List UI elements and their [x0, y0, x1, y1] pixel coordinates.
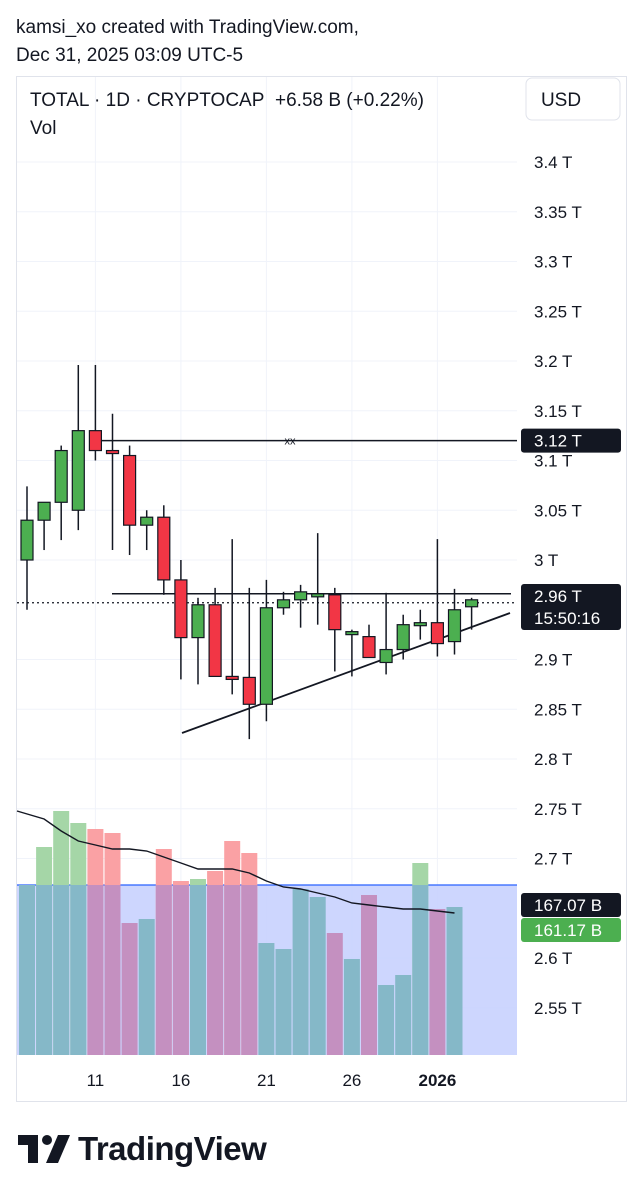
volume-bar: [429, 909, 446, 1055]
resistance-price-tag: 3.12 T: [534, 432, 582, 451]
candle-down[interactable]: [242, 676, 256, 705]
candle-up[interactable]: [345, 631, 359, 636]
volume-bar-lower: [207, 885, 224, 1055]
x-tick-label: 21: [257, 1071, 276, 1090]
currency-button[interactable]: [525, 77, 621, 121]
volume-bar: [292, 889, 309, 1055]
candle-down[interactable]: [157, 516, 171, 581]
legend-symbol: TOTAL · 1D · CRYPTOCAP: [30, 90, 264, 111]
volume-bar-lower: [241, 885, 258, 1055]
legend-change: +6.58 B (+0.22%): [275, 90, 424, 111]
bar-countdown: 15:50:16: [534, 609, 600, 628]
candle-down[interactable]: [328, 594, 342, 631]
y-tick-label: 3.35 T: [534, 203, 582, 222]
y-tick-label: 3.15 T: [534, 402, 582, 421]
currency-button-label: USD: [541, 90, 581, 111]
x-tick-label: 16: [171, 1071, 190, 1090]
candle-down[interactable]: [105, 449, 120, 455]
y-tick-label: 3.1 T: [534, 452, 572, 471]
volume-bar: [138, 919, 155, 1055]
candle-up[interactable]: [259, 607, 273, 705]
legend-volume: Vol: [30, 118, 56, 139]
y-tick-label: 2.9 T: [534, 651, 572, 670]
candle-up[interactable]: [294, 591, 308, 601]
volume-bar: [395, 975, 412, 1055]
x-tick-label: 2026: [418, 1071, 456, 1090]
volume-bar-lower: [87, 885, 104, 1055]
volume-bar-lower: [70, 885, 87, 1055]
chart-timestamp: Dec 31, 2025 03:09 UTC-5: [16, 45, 244, 66]
y-tick-label: 3.25 T: [534, 302, 582, 321]
resistance-line-label: xx: [285, 436, 297, 448]
candle-down[interactable]: [225, 675, 239, 681]
candle-up[interactable]: [71, 430, 85, 511]
y-tick-label: 2.6 T: [534, 949, 572, 968]
tradingview-logo-icon: [18, 1135, 70, 1163]
candle-up[interactable]: [311, 593, 325, 598]
y-tick-label: 3.3 T: [534, 253, 572, 272]
candle-down[interactable]: [362, 636, 376, 659]
volume-bar-lower: [412, 885, 429, 1055]
volume-bar-lower: [190, 885, 206, 1055]
volume-bar-lower: [155, 885, 172, 1055]
candle-up[interactable]: [37, 501, 51, 521]
candle-up[interactable]: [54, 449, 68, 503]
y-tick-label: 3 T: [534, 551, 558, 570]
candle-up[interactable]: [20, 519, 34, 561]
price-chart[interactable]: xx 3.4 T 3.35 T 3.3 T 3.25 T 3.2 T 3.15 T 3.1 T…: [0, 0, 643, 1110]
candle-down[interactable]: [174, 579, 188, 639]
candle-down[interactable]: [122, 454, 137, 526]
x-tick-label: 11: [87, 1071, 105, 1090]
tradingview-wordmark: TradingView: [78, 1130, 267, 1167]
volume-ma-line: [16, 810, 455, 914]
volume-bar: [19, 885, 35, 1055]
volume-bar: [309, 897, 326, 1055]
volume-bar: [361, 895, 377, 1055]
volume-bar: [258, 943, 275, 1055]
candle-up[interactable]: [140, 516, 154, 526]
y-tick-label: 2.55 T: [534, 999, 582, 1018]
candle-down[interactable]: [430, 622, 444, 645]
volume-ma-tag-bg: [521, 893, 621, 917]
candle-up[interactable]: [447, 609, 462, 643]
volume-bar-lower: [172, 885, 189, 1055]
volume-bar: [326, 933, 343, 1055]
volume-bar: [275, 949, 292, 1055]
y-tick-label: 2.75 T: [534, 800, 582, 819]
last-price-tag-bg: [521, 584, 621, 630]
y-tick-label: 3.05 T: [534, 501, 582, 520]
candle-down[interactable]: [208, 604, 222, 678]
candle-up[interactable]: [276, 599, 291, 609]
volume-bar: [378, 985, 395, 1055]
candle-up[interactable]: [396, 624, 410, 651]
volume-ma-tag: 167.07 B: [534, 896, 602, 915]
y-tick-label: 2.7 T: [534, 850, 572, 869]
chart-frame: [16, 76, 627, 1102]
y-tick-label: 3.4 T: [534, 153, 572, 172]
volume-bar: [343, 959, 360, 1055]
y-tick-label: 2.8 T: [534, 750, 572, 769]
tradingview-logo[interactable]: TradingView: [18, 1130, 267, 1168]
candle-down[interactable]: [88, 430, 103, 452]
volume-bar-lower: [36, 885, 53, 1055]
volume-value-tag-bg: [521, 918, 621, 942]
volume-bar: [121, 923, 138, 1055]
volume-value-tag: 161.17 B: [534, 921, 602, 940]
chart-author-line: kamsi_xo created with TradingView.com,: [16, 17, 359, 38]
candle-up[interactable]: [191, 604, 205, 639]
last-price-tag: 2.96 T: [534, 587, 582, 606]
candle-up[interactable]: [379, 648, 393, 664]
volume-bar-lower: [104, 885, 121, 1055]
resistance-price-tag-bg: [521, 428, 621, 453]
candle-up[interactable]: [465, 599, 479, 608]
volume-bar-lower: [53, 885, 70, 1055]
candle-up[interactable]: [413, 622, 427, 627]
volume-bar-lower: [224, 885, 241, 1055]
y-tick-label: 3.2 T: [534, 352, 572, 371]
y-tick-label: 2.85 T: [534, 700, 582, 719]
x-tick-label: 26: [342, 1071, 361, 1090]
volume-bar: [446, 907, 463, 1055]
